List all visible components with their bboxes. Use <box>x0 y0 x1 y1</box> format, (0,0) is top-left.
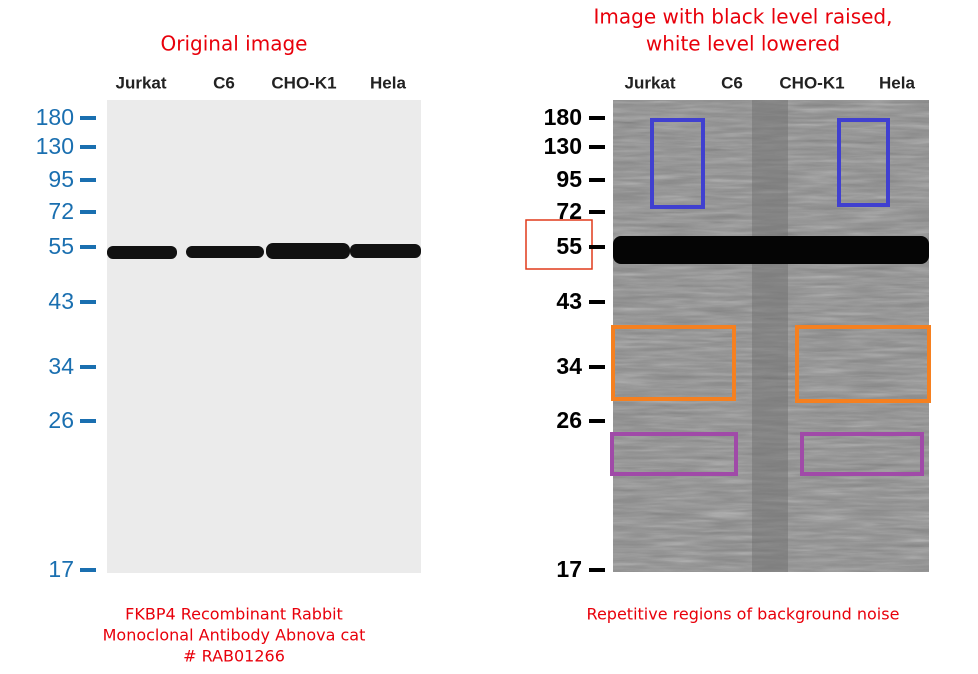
marker-label: 180 <box>544 104 582 130</box>
marker-label: 34 <box>556 353 582 379</box>
right-title: Image with black level raised, <box>594 5 893 29</box>
marker-label: 95 <box>48 166 74 192</box>
lane-label: Jurkat <box>115 73 166 92</box>
left-blot <box>107 100 421 573</box>
marker-label: 180 <box>36 104 74 130</box>
lane-label: C6 <box>721 73 743 92</box>
right-band <box>613 236 929 264</box>
marker-label: 17 <box>48 556 74 582</box>
right-title: white level lowered <box>646 32 840 56</box>
right-caption: Repetitive regions of background noise <box>587 605 900 624</box>
marker-label: 26 <box>48 407 74 433</box>
marker-label: 34 <box>48 353 74 379</box>
marker-label: 43 <box>48 288 74 314</box>
left-caption: FKBP4 Recombinant Rabbit <box>125 605 343 624</box>
left-title: Original image <box>161 32 308 56</box>
marker-label: 55 <box>556 233 582 259</box>
marker-label: 95 <box>556 166 582 192</box>
marker-label: 130 <box>36 133 74 159</box>
lane-label: C6 <box>213 73 235 92</box>
marker-label: 26 <box>556 407 582 433</box>
left-band <box>107 243 421 259</box>
left-caption: # RAB01266 <box>183 647 285 666</box>
lane-label: Jurkat <box>624 73 675 92</box>
lane-label: CHO-K1 <box>271 73 336 92</box>
marker-label: 55 <box>48 233 74 259</box>
marker-label: 72 <box>556 198 582 224</box>
lane-gap <box>752 100 788 572</box>
lane-label: Hela <box>370 73 406 92</box>
marker-label: 43 <box>556 288 582 314</box>
marker-label: 130 <box>544 133 582 159</box>
left-caption: Monoclonal Antibody Abnova cat <box>103 626 366 645</box>
lane-label: Hela <box>879 73 915 92</box>
marker-label: 72 <box>48 198 74 224</box>
lane-label: CHO-K1 <box>779 73 844 92</box>
highlight-boxes <box>525 118 931 476</box>
marker-label: 17 <box>556 556 582 582</box>
